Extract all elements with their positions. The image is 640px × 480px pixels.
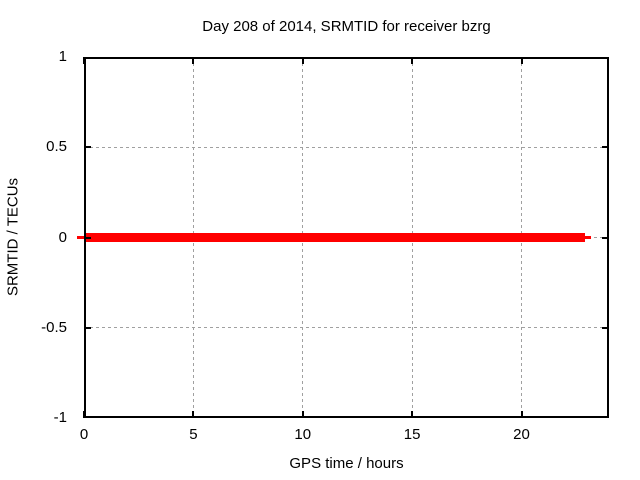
x-tick-mark-mirror	[301, 57, 304, 64]
x-tick-mark	[83, 411, 85, 418]
y-tick-mark	[84, 146, 91, 149]
plot-area	[77, 57, 609, 418]
y-tick-mark-mirror	[602, 146, 609, 149]
x-tick-mark-mirror	[192, 57, 195, 64]
x-tick-label: 5	[189, 426, 198, 443]
y-tick-label: -1	[53, 409, 67, 426]
y-tick-label: -0.5	[41, 318, 67, 336]
chart-title: Day 208 of 2014, SRMTID for receiver bzr…	[202, 18, 491, 35]
x-tick-mark	[520, 411, 523, 418]
x-tick-mark	[301, 411, 304, 418]
x-tick-mark	[192, 411, 195, 418]
x-tick-mark	[411, 411, 414, 418]
y-tick-label: 0	[58, 228, 67, 246]
y-tick-label: 0.5	[46, 138, 67, 156]
x-tick-mark-mirror	[411, 57, 414, 64]
x-tick-label: 0	[79, 426, 89, 443]
x-axis-label: GPS time / hours	[289, 455, 404, 472]
x-tick-mark-mirror	[83, 57, 85, 64]
x-tick-label: 10	[294, 426, 312, 443]
y-tick-mark-mirror	[602, 236, 609, 239]
gridline-horizontal	[84, 146, 609, 148]
y-tick-mark	[84, 236, 91, 239]
y-tick-mark	[84, 326, 91, 329]
series-line	[77, 233, 591, 242]
gridline-horizontal	[84, 327, 609, 329]
x-tick-label: 15	[403, 426, 421, 443]
y-tick-mark-mirror	[602, 326, 609, 329]
x-tick-mark-mirror	[520, 57, 523, 64]
x-tick-label: 20	[513, 426, 530, 443]
y-tick-label: 1	[58, 48, 67, 65]
